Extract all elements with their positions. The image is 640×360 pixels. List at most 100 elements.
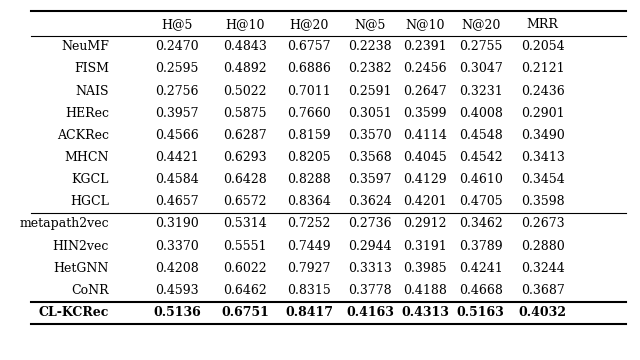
Text: HIN2vec: HIN2vec xyxy=(52,240,109,253)
Text: 0.2647: 0.2647 xyxy=(403,85,447,98)
Text: 0.4163: 0.4163 xyxy=(346,306,394,319)
Text: 0.4208: 0.4208 xyxy=(155,262,199,275)
Text: 0.3957: 0.3957 xyxy=(156,107,199,120)
Text: 0.3624: 0.3624 xyxy=(349,195,392,208)
Text: 0.2673: 0.2673 xyxy=(521,217,564,230)
Text: H@10: H@10 xyxy=(225,18,265,31)
Text: 0.4657: 0.4657 xyxy=(156,195,199,208)
Text: HERec: HERec xyxy=(65,107,109,120)
Text: 0.4705: 0.4705 xyxy=(459,195,502,208)
Text: 0.2470: 0.2470 xyxy=(156,40,199,53)
Text: 0.3231: 0.3231 xyxy=(459,85,502,98)
Text: 0.2456: 0.2456 xyxy=(403,62,447,75)
Text: 0.2591: 0.2591 xyxy=(349,85,392,98)
Text: 0.6022: 0.6022 xyxy=(223,262,267,275)
Text: 0.7252: 0.7252 xyxy=(287,217,331,230)
Text: 0.3413: 0.3413 xyxy=(521,151,564,164)
Text: 0.2382: 0.2382 xyxy=(349,62,392,75)
Text: 0.3370: 0.3370 xyxy=(155,240,199,253)
Text: 0.8417: 0.8417 xyxy=(285,306,333,319)
Text: 0.6751: 0.6751 xyxy=(221,306,269,319)
Text: FISM: FISM xyxy=(74,62,109,75)
Text: 0.4129: 0.4129 xyxy=(403,173,447,186)
Text: 0.5314: 0.5314 xyxy=(223,217,267,230)
Text: 0.4593: 0.4593 xyxy=(156,284,199,297)
Text: 0.3191: 0.3191 xyxy=(403,240,447,253)
Text: 0.2756: 0.2756 xyxy=(156,85,199,98)
Text: 0.3190: 0.3190 xyxy=(155,217,199,230)
Text: 0.4542: 0.4542 xyxy=(459,151,502,164)
Text: 0.2736: 0.2736 xyxy=(349,217,392,230)
Text: 0.4584: 0.4584 xyxy=(155,173,199,186)
Text: 0.7449: 0.7449 xyxy=(287,240,331,253)
Text: 0.4032: 0.4032 xyxy=(518,306,566,319)
Text: 0.4668: 0.4668 xyxy=(459,284,502,297)
Text: 0.8364: 0.8364 xyxy=(287,195,331,208)
Text: 0.7660: 0.7660 xyxy=(287,107,331,120)
Text: 0.4114: 0.4114 xyxy=(403,129,447,142)
Text: 0.3454: 0.3454 xyxy=(521,173,564,186)
Text: 0.4188: 0.4188 xyxy=(403,284,447,297)
Text: 0.4566: 0.4566 xyxy=(155,129,199,142)
Text: MRR: MRR xyxy=(527,18,559,31)
Text: 0.3047: 0.3047 xyxy=(459,62,502,75)
Text: 0.6886: 0.6886 xyxy=(287,62,331,75)
Text: 0.4241: 0.4241 xyxy=(459,262,502,275)
Text: 0.3789: 0.3789 xyxy=(459,240,502,253)
Text: 0.3244: 0.3244 xyxy=(521,262,564,275)
Text: 0.3462: 0.3462 xyxy=(459,217,502,230)
Text: 0.8315: 0.8315 xyxy=(287,284,331,297)
Text: 0.3313: 0.3313 xyxy=(348,262,392,275)
Text: KGCL: KGCL xyxy=(72,173,109,186)
Text: 0.6462: 0.6462 xyxy=(223,284,267,297)
Text: 0.7927: 0.7927 xyxy=(287,262,331,275)
Text: N@5: N@5 xyxy=(355,18,386,31)
Text: 0.6287: 0.6287 xyxy=(223,129,267,142)
Text: 0.8159: 0.8159 xyxy=(287,129,331,142)
Text: 0.3597: 0.3597 xyxy=(349,173,392,186)
Text: 0.4045: 0.4045 xyxy=(403,151,447,164)
Text: H@20: H@20 xyxy=(289,18,329,31)
Text: 0.4843: 0.4843 xyxy=(223,40,267,53)
Text: 0.6757: 0.6757 xyxy=(287,40,331,53)
Text: CL-KCRec: CL-KCRec xyxy=(38,306,109,319)
Text: 0.3570: 0.3570 xyxy=(349,129,392,142)
Text: 0.5551: 0.5551 xyxy=(223,240,267,253)
Text: 0.5022: 0.5022 xyxy=(223,85,267,98)
Text: 0.6293: 0.6293 xyxy=(223,151,267,164)
Text: 0.2912: 0.2912 xyxy=(403,217,447,230)
Text: 0.4008: 0.4008 xyxy=(459,107,502,120)
Text: 0.4610: 0.4610 xyxy=(459,173,502,186)
Text: 0.4892: 0.4892 xyxy=(223,62,267,75)
Text: 0.3051: 0.3051 xyxy=(349,107,392,120)
Text: N@20: N@20 xyxy=(461,18,500,31)
Text: 0.2901: 0.2901 xyxy=(521,107,564,120)
Text: 0.3599: 0.3599 xyxy=(403,107,447,120)
Text: 0.7011: 0.7011 xyxy=(287,85,331,98)
Text: 0.2238: 0.2238 xyxy=(349,40,392,53)
Text: 0.4421: 0.4421 xyxy=(155,151,199,164)
Text: 0.3490: 0.3490 xyxy=(521,129,564,142)
Text: 0.5136: 0.5136 xyxy=(153,306,201,319)
Text: CoNR: CoNR xyxy=(71,284,109,297)
Text: ACKRec: ACKRec xyxy=(57,129,109,142)
Text: 0.6572: 0.6572 xyxy=(223,195,267,208)
Text: 0.3687: 0.3687 xyxy=(521,284,564,297)
Text: 0.2880: 0.2880 xyxy=(521,240,564,253)
Text: 0.2595: 0.2595 xyxy=(156,62,199,75)
Text: 0.8205: 0.8205 xyxy=(287,151,331,164)
Text: 0.2054: 0.2054 xyxy=(521,40,564,53)
Text: 0.2121: 0.2121 xyxy=(521,62,564,75)
Text: N@10: N@10 xyxy=(405,18,445,31)
Text: 0.4201: 0.4201 xyxy=(403,195,447,208)
Text: 0.3985: 0.3985 xyxy=(403,262,447,275)
Text: NeuMF: NeuMF xyxy=(61,40,109,53)
Text: 0.2944: 0.2944 xyxy=(349,240,392,253)
Text: HetGNN: HetGNN xyxy=(54,262,109,275)
Text: 0.5875: 0.5875 xyxy=(223,107,267,120)
Text: 0.4548: 0.4548 xyxy=(459,129,502,142)
Text: 0.4313: 0.4313 xyxy=(401,306,449,319)
Text: 0.3778: 0.3778 xyxy=(349,284,392,297)
Text: H@5: H@5 xyxy=(161,18,193,31)
Text: 0.2436: 0.2436 xyxy=(521,85,564,98)
